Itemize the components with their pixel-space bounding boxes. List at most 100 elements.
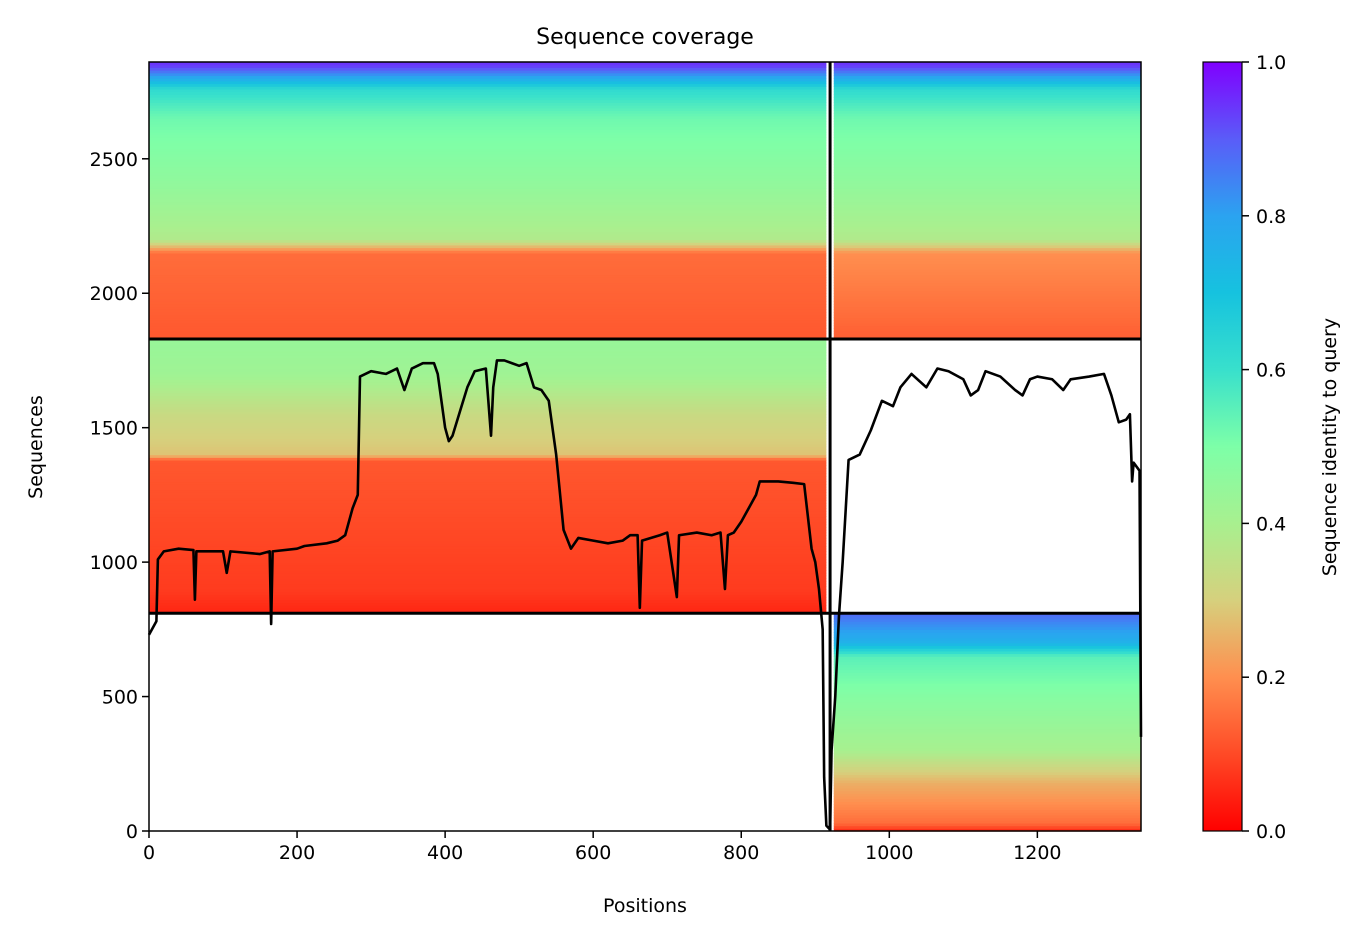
heatmap-band [149, 201, 827, 206]
heatmap-band [833, 812, 1141, 816]
x-axis-ticks: 0 200 400 600 800 1000 1200 [143, 831, 1062, 864]
heatmap-band [833, 107, 1141, 111]
heatmap-band [149, 113, 827, 117]
heatmap-band [833, 734, 1141, 738]
x-tick-label: 800 [723, 842, 759, 864]
heatmap-band [149, 209, 827, 214]
heatmap-band [833, 645, 1141, 649]
heatmap-band [833, 215, 1141, 219]
heatmap-band [149, 207, 827, 211]
heatmap-band [149, 583, 827, 587]
heatmap-band [149, 349, 827, 353]
heatmap-band [149, 228, 827, 232]
heatmap-band [833, 287, 1141, 292]
heatmap-band [149, 529, 827, 534]
heatmap-band [149, 317, 827, 321]
heatmap-band [833, 123, 1141, 128]
heatmap-band [833, 691, 1141, 695]
heatmap-band [149, 363, 827, 367]
heatmap-band [833, 174, 1141, 179]
heatmap-band [833, 796, 1141, 800]
heatmap-band [833, 677, 1141, 682]
heatmap-band [833, 777, 1141, 781]
heatmap-band [149, 185, 827, 189]
heatmap-band [833, 172, 1141, 176]
heatmap-band [149, 602, 827, 606]
heatmap-band [149, 572, 827, 577]
heatmap-band [833, 650, 1141, 655]
heatmap-band [833, 271, 1141, 276]
heatmap-band [833, 793, 1141, 797]
heatmap-band [149, 115, 827, 120]
heatmap-band [833, 710, 1141, 714]
heatmap-band [149, 508, 827, 512]
heatmap-band [833, 306, 1141, 310]
heatmap-band [149, 489, 827, 493]
heatmap-band [149, 468, 827, 472]
heatmap-band [833, 234, 1141, 238]
heatmap-band [149, 494, 827, 499]
heatmap-band [149, 158, 827, 163]
heatmap-band [149, 161, 827, 165]
heatmap-band [833, 110, 1141, 114]
heatmap-band [833, 712, 1141, 716]
heatmap-band [149, 279, 827, 284]
heatmap-band [833, 653, 1141, 657]
heatmap-band [833, 199, 1141, 203]
heatmap-band [833, 293, 1141, 297]
heatmap-band [833, 787, 1141, 792]
heatmap-band [833, 820, 1141, 824]
heatmap-band [833, 126, 1141, 130]
heatmap-band [149, 545, 827, 550]
heatmap-band [833, 656, 1141, 660]
heatmap-band [149, 419, 827, 423]
heatmap-band [833, 817, 1141, 821]
heatmap-band [833, 309, 1141, 313]
heatmap-band [833, 204, 1141, 208]
heatmap-band [149, 424, 827, 429]
heatmap-band [833, 134, 1141, 138]
heatmap-band [149, 586, 827, 590]
x-tick-label: 200 [279, 842, 315, 864]
heatmap-band [149, 164, 827, 168]
heatmap-band [833, 295, 1141, 300]
heatmap-band [149, 486, 827, 491]
heatmap-band [149, 446, 827, 450]
heatmap-band [149, 145, 827, 149]
heatmap-band [833, 623, 1141, 628]
heatmap-band [833, 156, 1141, 160]
heatmap-band [149, 414, 827, 418]
heatmap-band [833, 669, 1141, 673]
y-tick-label: 2000 [90, 283, 138, 305]
heatmap-band [149, 290, 827, 294]
heatmap-band [149, 153, 827, 157]
heatmap-band [149, 263, 827, 267]
heatmap-band [149, 293, 827, 297]
heatmap-band [149, 597, 827, 601]
heatmap-band [833, 91, 1141, 95]
heatmap-band [149, 266, 827, 270]
heatmap-band [833, 64, 1141, 68]
colorbar-tick-label: 0.0 [1256, 821, 1286, 843]
heatmap-band [149, 502, 827, 507]
heatmap-band [833, 771, 1141, 776]
colorbar [1202, 61, 1243, 832]
heatmap-band [833, 755, 1141, 759]
heatmap-band [833, 715, 1141, 719]
heatmap-band [833, 255, 1141, 259]
heatmap-band [833, 158, 1141, 163]
heatmap-band [149, 312, 827, 316]
heatmap-band [149, 99, 827, 103]
heatmap-band [833, 742, 1141, 746]
heatmap-band [833, 704, 1141, 708]
heatmap-band [149, 183, 827, 187]
heatmap-band [149, 269, 827, 273]
heatmap-band [149, 239, 827, 243]
heatmap-band [833, 632, 1141, 636]
heatmap-band [149, 301, 827, 305]
heatmap-band [149, 328, 827, 332]
heatmap-block-bottom-right [833, 613, 1141, 832]
heatmap-band [833, 766, 1141, 770]
heatmap-band [149, 220, 827, 224]
heatmap-band [833, 801, 1141, 805]
